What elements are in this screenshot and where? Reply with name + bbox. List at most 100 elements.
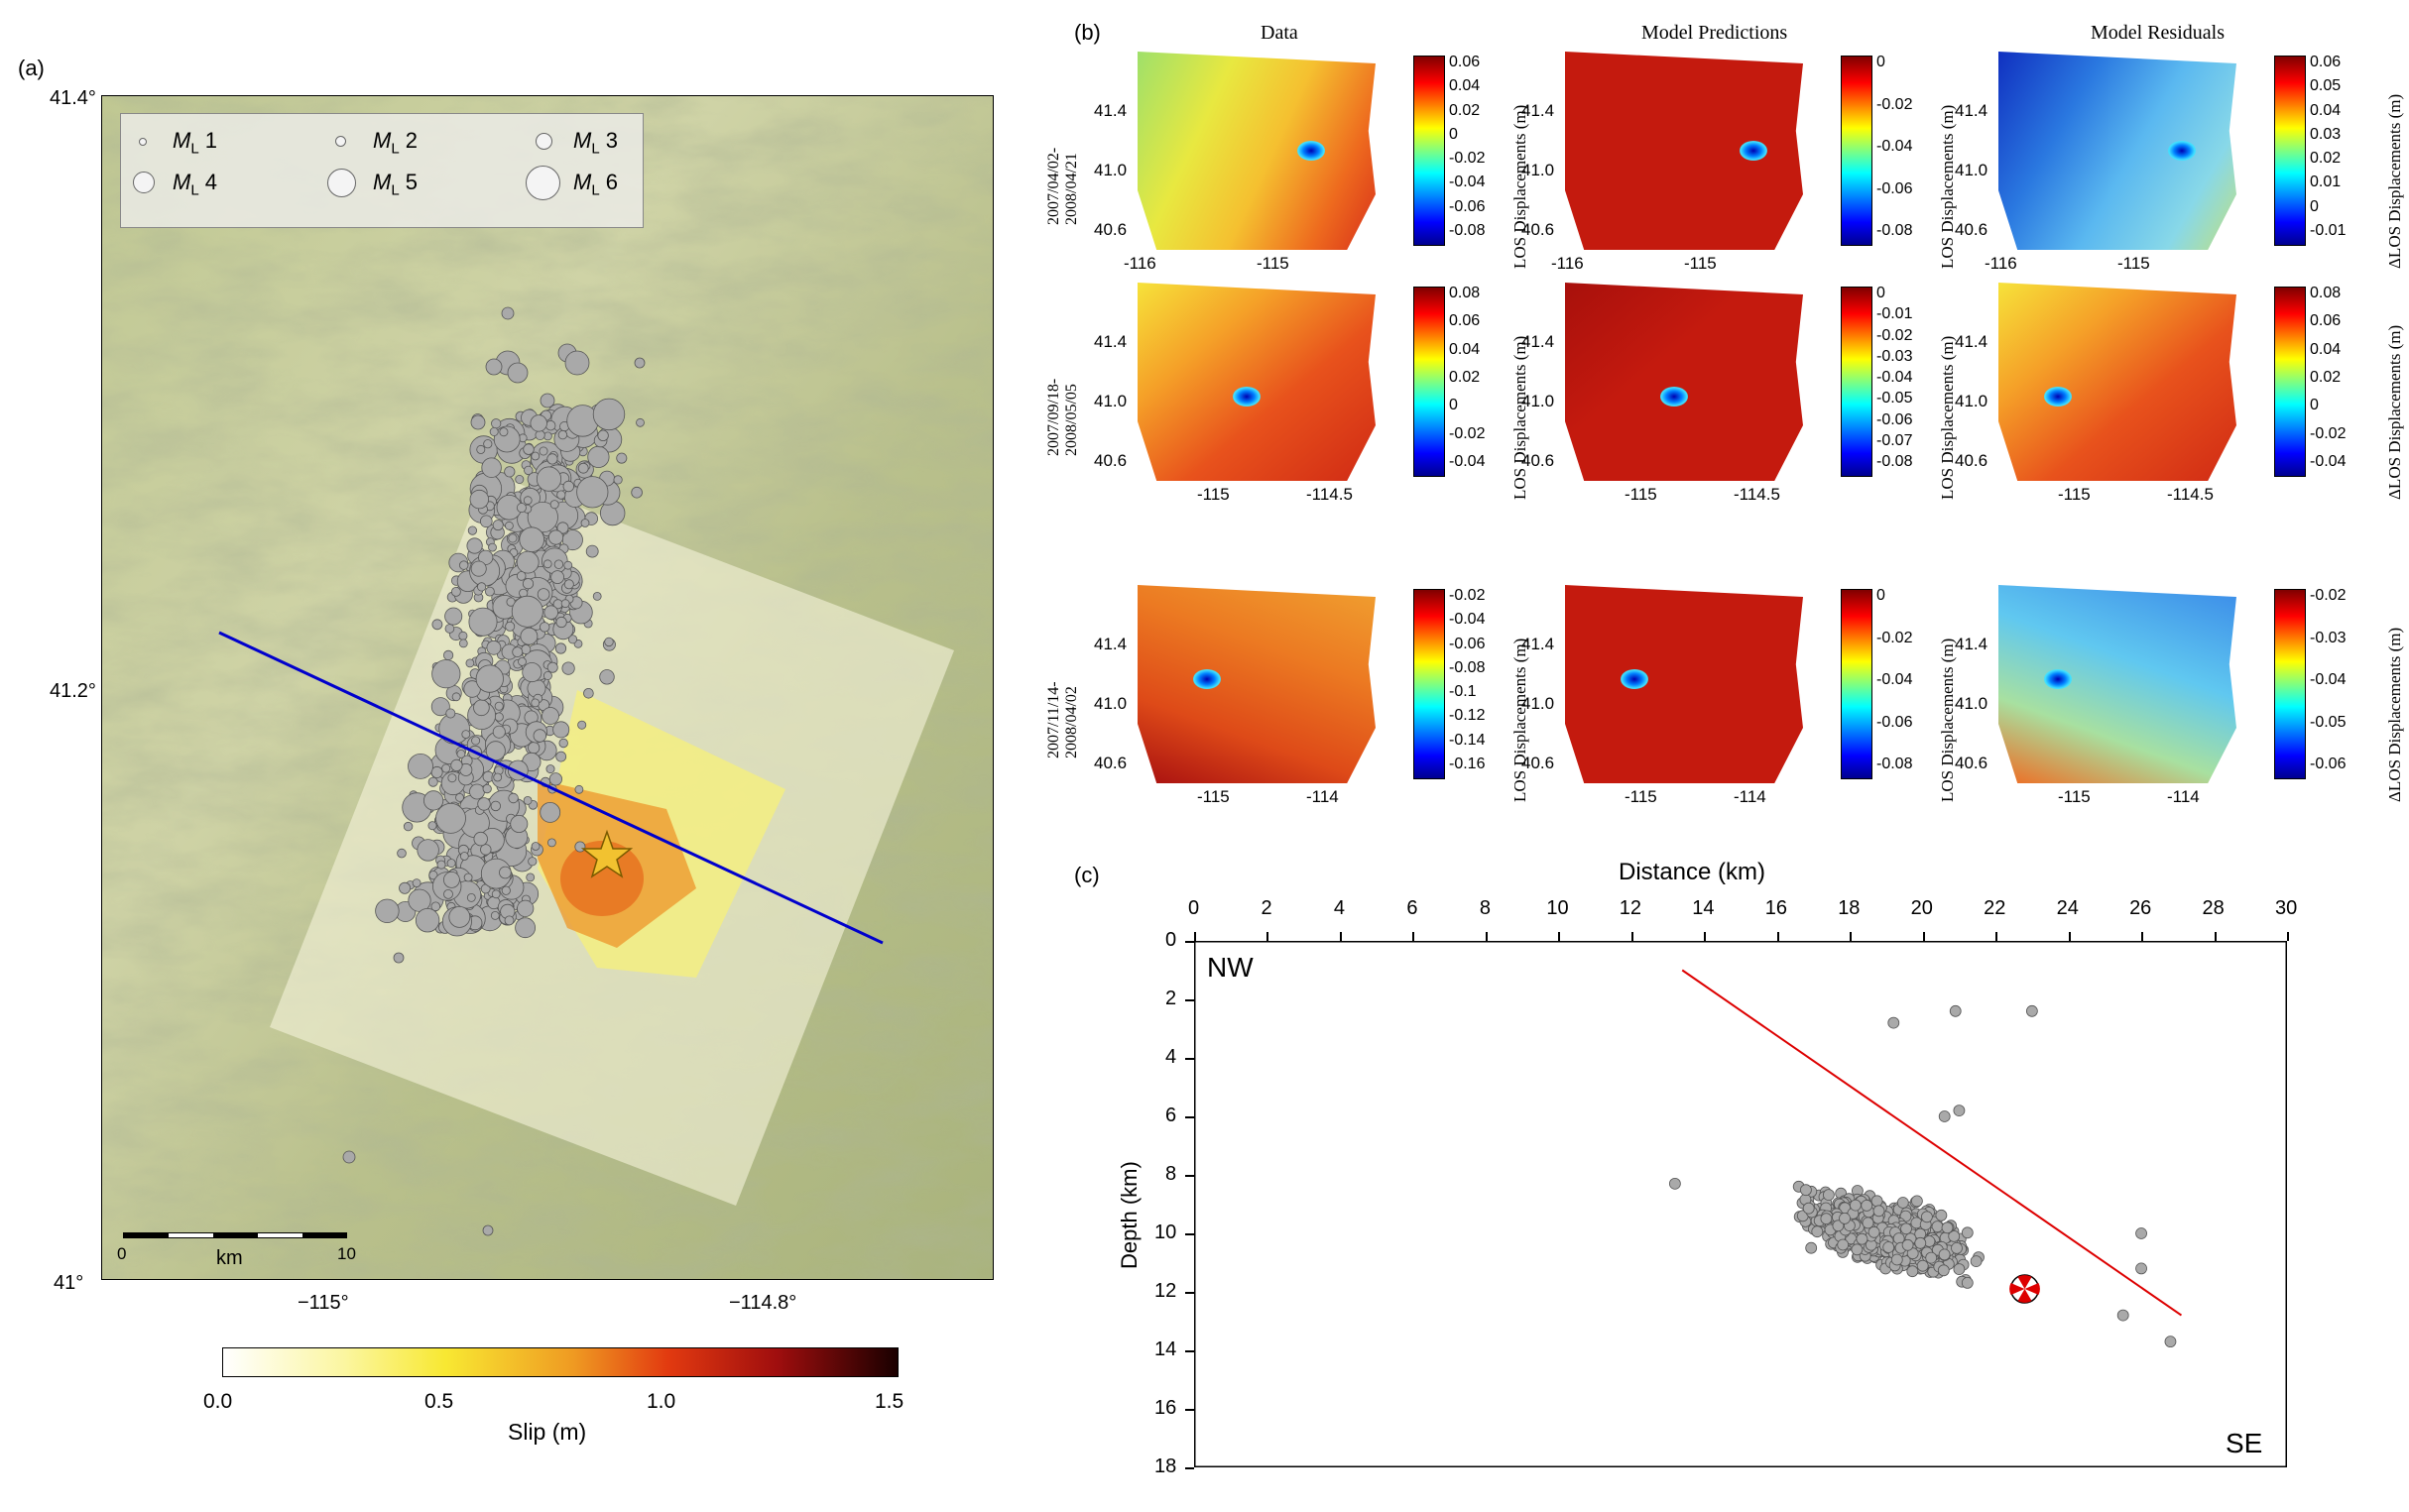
deformation-spot: [1621, 669, 1648, 689]
section-x-tick: 22: [1984, 897, 2006, 919]
legend-dot-ml3: [536, 133, 552, 150]
aftershock-marker: [562, 480, 575, 493]
insar-colorbar-tick: -0.03: [2310, 629, 2347, 646]
insar-colorbar-label: LOS Displacements (m): [1938, 104, 1957, 269]
aftershock-marker: [515, 474, 525, 484]
insar-colorbar-tick: 0: [1876, 54, 1885, 70]
hypocenter-marker: [1832, 1220, 1845, 1232]
col-title-residuals: Model Residuals: [2091, 22, 2225, 44]
hypocenter-marker: [1850, 1199, 1862, 1212]
hypocenter-marker: [1937, 1264, 1950, 1277]
panel-a-label: (a): [18, 56, 45, 80]
aftershock-marker: [537, 588, 550, 601]
section-x-tick-mark: [1850, 932, 1853, 941]
aftershock-marker: [375, 898, 400, 924]
aftershock-marker: [599, 669, 615, 685]
aftershock-marker: [342, 1150, 356, 1164]
aftershock-marker: [552, 721, 570, 739]
aftershock-marker: [563, 560, 573, 570]
aftershock-marker: [531, 451, 541, 461]
section-x-tick-mark: [2287, 932, 2289, 941]
insar-lat-tick: 40.6: [1094, 220, 1128, 239]
insar-lon-tick: -115: [1197, 787, 1230, 806]
aftershock-marker: [542, 559, 552, 569]
insar-colorbar: [1413, 287, 1445, 477]
aftershock-marker: [442, 872, 460, 888]
insar-colorbar-tick: -0.06: [2310, 756, 2347, 772]
aftershock-marker: [485, 358, 503, 376]
slip-tick-1.5: 1.5: [875, 1390, 904, 1413]
aftershock-marker: [546, 453, 558, 465]
aftershock-marker: [531, 842, 541, 851]
insar-lat-tick: 40.6: [1521, 754, 1555, 772]
insar-map-r3-c3: [1998, 585, 2236, 783]
aftershock-marker: [470, 414, 486, 430]
aftershock-marker: [446, 859, 456, 869]
aftershock-marker: [597, 429, 609, 442]
aftershock-marker: [430, 901, 441, 912]
scale-start: 0: [117, 1244, 127, 1263]
insar-lon-tick: -114.5: [2167, 485, 2214, 504]
lat-tick-41.2: 41.2°: [50, 680, 96, 702]
row-date-label-3: 2007/11/14- 2008/04/02: [1045, 681, 1081, 758]
insar-lon-tick: -115: [1684, 254, 1717, 273]
se-label: SE: [2226, 1428, 2263, 1458]
slip-tick-0.5: 0.5: [424, 1390, 454, 1413]
aftershock-marker: [393, 952, 405, 964]
insar-lat-tick: 41.0: [1521, 694, 1555, 713]
insar-lat-tick: 41.0: [1955, 161, 1988, 179]
insar-colorbar-tick: 0.03: [2310, 125, 2342, 143]
aftershock-marker: [492, 725, 506, 739]
aftershock-marker: [427, 776, 438, 787]
insar-colorbar-tick: -0.08: [1876, 453, 1913, 470]
insar-colorbar-tick: -0.02: [1876, 629, 1913, 646]
insar-colorbar: [2274, 56, 2306, 246]
insar-colorbar-tick: -0.04: [1876, 369, 1913, 386]
hypocenter-marker: [1800, 1184, 1812, 1197]
aftershock-marker: [592, 591, 602, 601]
aftershock-marker: [564, 350, 590, 376]
hypocenter-marker: [1953, 1263, 1966, 1276]
aftershock-marker: [415, 908, 440, 933]
aftershock-marker: [517, 899, 535, 917]
aftershock-marker: [521, 644, 532, 655]
insar-lon-tick: -114: [1734, 787, 1766, 806]
aftershock-marker: [480, 844, 492, 856]
hypocenter-marker: [1856, 1232, 1868, 1245]
hypocenter-marker: [1839, 1212, 1851, 1224]
aftershock-marker: [469, 489, 490, 510]
aftershock-marker: [473, 831, 488, 847]
aftershock-marker: [444, 624, 455, 634]
hypocenter-marker: [1867, 1225, 1880, 1238]
section-y-tick: 18: [1154, 1455, 1177, 1477]
aftershock-marker: [481, 457, 502, 478]
panel-c-label: (c): [1074, 863, 1100, 887]
aftershock-marker: [555, 616, 567, 629]
section-x-tick-mark: [1776, 932, 1779, 941]
insar-colorbar-tick: -0.02: [1449, 424, 1486, 442]
insar-lat-tick: 41.4: [1521, 101, 1555, 120]
aftershock-marker: [523, 796, 533, 805]
aftershock-marker: [540, 622, 550, 633]
aftershock-marker: [604, 637, 614, 647]
section-x-tick: 6: [1406, 897, 1418, 919]
hypocenter-marker: [1896, 1197, 1909, 1209]
aftershock-marker: [520, 627, 539, 645]
insar-colorbar-label: LOS Displacements (m): [1938, 638, 1957, 802]
deformation-spot: [2044, 387, 2072, 407]
insar-colorbar-label: ΔLOS Displacements (m): [2385, 627, 2404, 802]
col-title-model: Model Predictions: [1641, 22, 1788, 44]
section-xlabel: Distance (km): [1619, 859, 1766, 885]
row-date-line: 2007/09/18-: [1045, 378, 1062, 456]
insar-colorbar-tick: 0: [2310, 397, 2319, 414]
insar-colorbar-tick: 0: [1876, 285, 1885, 301]
aftershock-marker: [450, 586, 461, 597]
legend-ml2: ML 2: [373, 128, 419, 158]
aftershock-marker: [511, 595, 543, 628]
slip-tick-1.0: 1.0: [647, 1390, 676, 1413]
insar-colorbar-tick: 0.08: [2310, 285, 2342, 301]
insar-colorbar-tick: 0: [2310, 197, 2319, 215]
section-x-tick: 12: [1619, 897, 1642, 919]
insar-lat-tick: 40.6: [1521, 451, 1555, 470]
hypocenter-marker: [1882, 1241, 1895, 1253]
